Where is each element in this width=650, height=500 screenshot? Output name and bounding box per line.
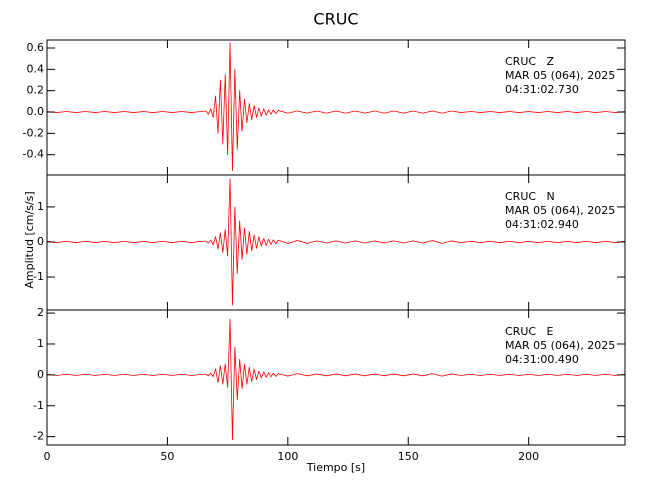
y-tick-label: -2 (33, 430, 44, 443)
y-tick-label: 0.4 (27, 62, 45, 75)
x-tick-label: 50 (160, 450, 174, 463)
y-tick-label: 1 (37, 337, 44, 350)
y-tick-label: -1 (33, 399, 44, 412)
waveform (47, 42, 625, 172)
y-axis-label: Amplitud [cm/s/s] (23, 191, 36, 288)
y-tick-label: 1 (37, 200, 44, 213)
panel-frame (46, 309, 626, 446)
y-tick-label: 0.2 (27, 84, 45, 97)
x-tick-label: 0 (44, 450, 51, 463)
x-axis-label: Tiempo [s] (306, 461, 365, 474)
chart-title: CRUC (313, 10, 358, 29)
y-tick-label: 0.6 (27, 41, 45, 54)
y-tick-label: 0 (37, 235, 44, 248)
y-tick-label: 2 (37, 306, 44, 319)
x-tick-label: 200 (518, 450, 539, 463)
x-tick-label: 150 (398, 450, 419, 463)
annotation: CRUC Z (505, 55, 555, 68)
waveform (47, 318, 625, 441)
annotation: 04:31:00.490 (505, 353, 579, 366)
annotation: MAR 05 (064), 2025 (505, 204, 615, 217)
y-tick-label: 0 (37, 368, 44, 381)
y-tick-label: -0.4 (23, 148, 44, 161)
annotation: MAR 05 (064), 2025 (505, 69, 615, 82)
waveform (47, 178, 625, 306)
x-tick-label: 100 (277, 450, 298, 463)
y-tick-label: -1 (33, 270, 44, 283)
annotation: 04:31:02.730 (505, 83, 579, 96)
annotation: CRUC N (505, 190, 555, 203)
y-tick-label: 0.0 (27, 105, 45, 118)
annotation: 04:31:02.940 (505, 218, 579, 231)
y-tick-label: -0.2 (23, 126, 44, 139)
annotation: CRUC E (505, 325, 554, 338)
annotation: MAR 05 (064), 2025 (505, 339, 615, 352)
